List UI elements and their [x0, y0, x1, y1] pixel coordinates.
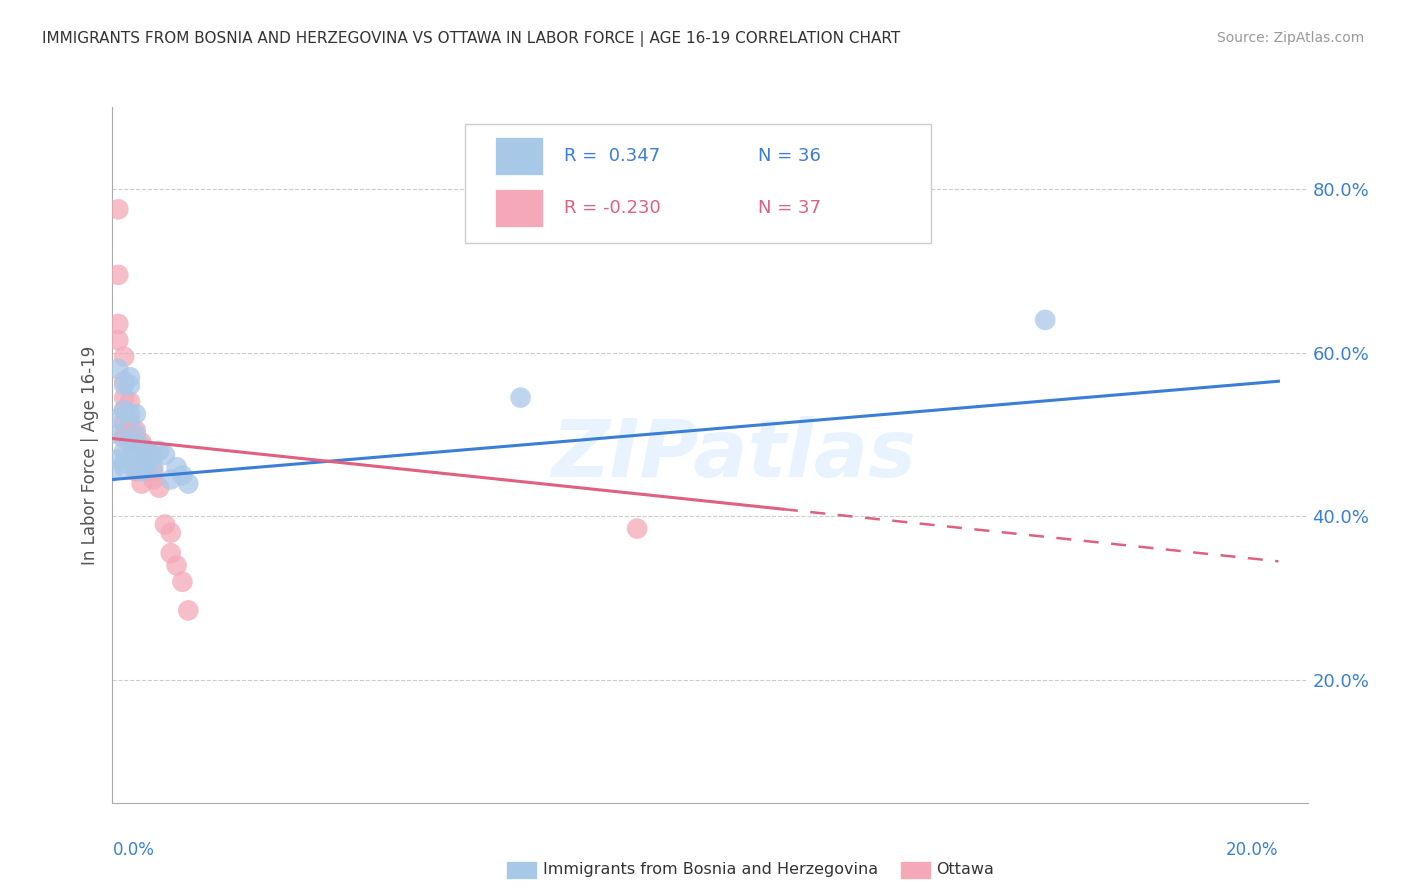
Point [107, 202, 129, 217]
Point [112, 460, 135, 475]
Point [125, 464, 148, 478]
Text: Ottawa: Ottawa [936, 863, 994, 877]
Point [153, 448, 176, 462]
Point [177, 476, 200, 491]
Point [509, 391, 531, 405]
Point [125, 407, 148, 421]
Point [136, 448, 159, 462]
Point [166, 460, 188, 475]
Text: N = 37: N = 37 [758, 199, 821, 217]
Point [112, 374, 135, 388]
Point [125, 432, 148, 446]
Point [125, 423, 148, 437]
Point [118, 435, 141, 450]
Point [125, 460, 148, 475]
Text: R =  0.347: R = 0.347 [564, 147, 661, 165]
Point [112, 403, 135, 417]
Point [112, 415, 135, 429]
Point [112, 427, 135, 442]
Text: IMMIGRANTS FROM BOSNIA AND HERZEGOVINA VS OTTAWA IN LABOR FORCE | AGE 16-19 CORR: IMMIGRANTS FROM BOSNIA AND HERZEGOVINA V… [42, 31, 900, 47]
Point [159, 546, 181, 560]
Point [172, 574, 194, 589]
Point [125, 440, 148, 454]
Point [118, 378, 141, 392]
Point [136, 464, 159, 478]
Point [112, 432, 135, 446]
FancyBboxPatch shape [495, 136, 543, 175]
Point [142, 460, 165, 475]
Point [142, 464, 165, 478]
Point [136, 456, 159, 470]
Point [125, 460, 148, 475]
Y-axis label: In Labor Force | Age 16-19: In Labor Force | Age 16-19 [80, 345, 98, 565]
Text: N = 36: N = 36 [758, 147, 821, 165]
Text: 20.0%: 20.0% [1226, 841, 1278, 859]
Point [153, 517, 176, 532]
Point [107, 427, 129, 442]
Point [107, 362, 129, 376]
Point [177, 603, 200, 617]
Point [112, 443, 135, 458]
Point [107, 411, 129, 425]
Point [172, 468, 194, 483]
Point [131, 464, 153, 478]
Point [118, 407, 141, 421]
Text: ZIPatlas: ZIPatlas [551, 416, 917, 494]
FancyBboxPatch shape [495, 189, 543, 227]
Point [112, 403, 135, 417]
Point [142, 448, 165, 462]
Point [107, 452, 129, 467]
Point [148, 481, 170, 495]
Point [142, 473, 165, 487]
Point [118, 435, 141, 450]
Point [131, 435, 153, 450]
Point [125, 427, 148, 442]
Point [131, 452, 153, 467]
Point [131, 476, 153, 491]
Point [131, 440, 153, 454]
Point [131, 448, 153, 462]
Point [626, 522, 648, 536]
Point [118, 394, 141, 409]
Point [136, 443, 159, 458]
Point [166, 558, 188, 573]
Point [112, 378, 135, 392]
Text: Source: ZipAtlas.com: Source: ZipAtlas.com [1216, 31, 1364, 45]
Point [148, 443, 170, 458]
Text: R = -0.230: R = -0.230 [564, 199, 661, 217]
Point [159, 525, 181, 540]
Point [159, 473, 181, 487]
Point [125, 440, 148, 454]
Point [1033, 313, 1056, 327]
Point [131, 460, 153, 475]
Text: Immigrants from Bosnia and Herzegovina: Immigrants from Bosnia and Herzegovina [543, 863, 877, 877]
Point [112, 456, 135, 470]
Point [136, 452, 159, 467]
Point [118, 427, 141, 442]
Point [112, 350, 135, 364]
Point [101, 464, 124, 478]
Point [107, 317, 129, 331]
Text: 0.0%: 0.0% [112, 841, 155, 859]
Point [118, 370, 141, 384]
FancyBboxPatch shape [465, 124, 931, 243]
Point [118, 452, 141, 467]
Point [107, 334, 129, 348]
Point [131, 460, 153, 475]
Point [112, 391, 135, 405]
Point [107, 268, 129, 282]
Point [118, 415, 141, 429]
Point [125, 443, 148, 458]
